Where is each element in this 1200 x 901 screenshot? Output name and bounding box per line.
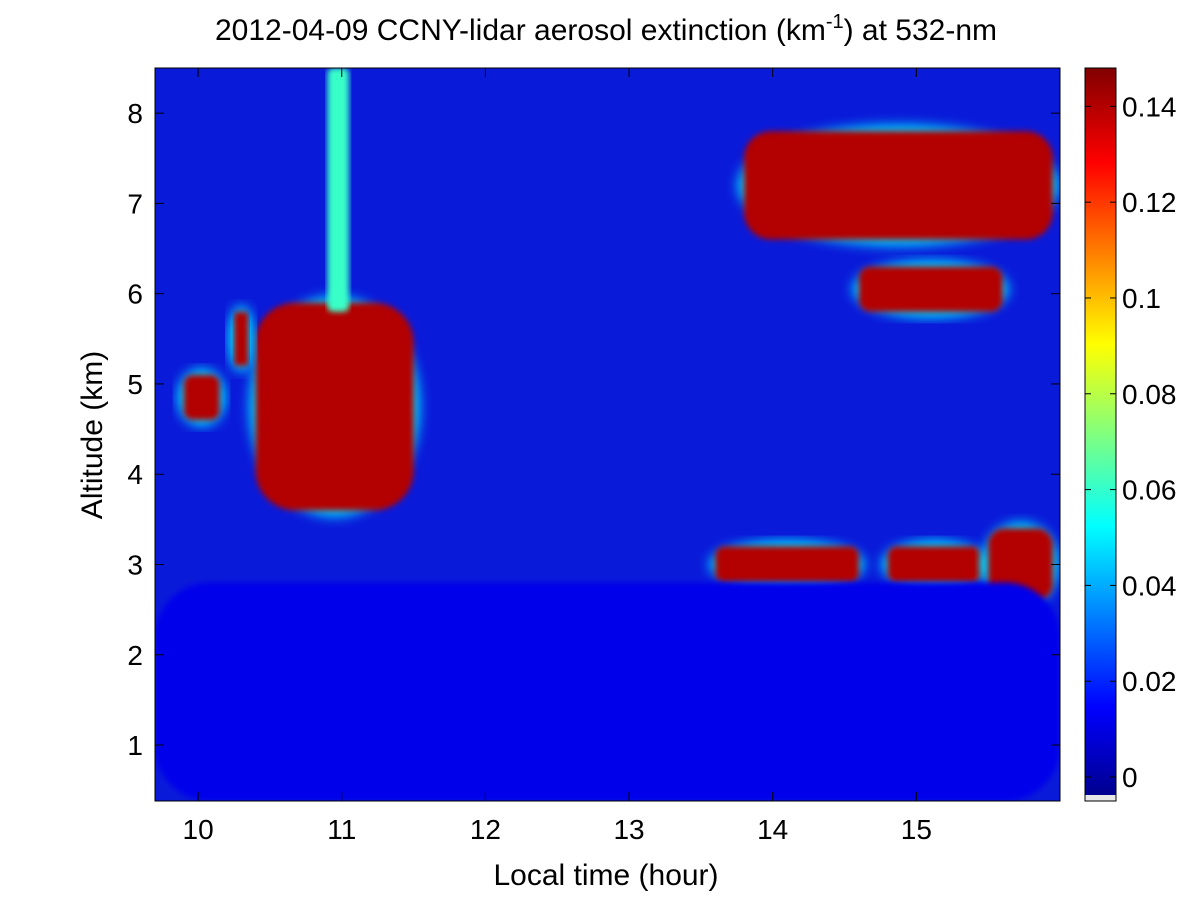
feature-core	[858, 266, 1003, 312]
colorbar-tick-label: 0.02	[1122, 666, 1177, 697]
feature-core	[183, 374, 220, 421]
y-axis: 1 2 3 4 5 6 7 8	[127, 98, 1060, 761]
y-tick-label: 5	[127, 369, 143, 400]
feature-plume-top	[228, 305, 255, 372]
colorbar-tick-label: 0.14	[1122, 91, 1177, 122]
colorbar-ticks: 0 0.02 0.04 0.06 0.08 0.1 0.12 0.14	[1085, 91, 1177, 793]
colorbar: 0 0.02 0.04 0.06 0.08 0.1 0.12 0.14	[1084, 67, 1177, 802]
x-tick-label: 11	[327, 814, 356, 845]
y-tick-label: 8	[127, 98, 143, 129]
feature-core	[155, 582, 1060, 801]
colorbar-tick-label: 0.1	[1122, 283, 1161, 314]
colorbar-underflow	[1085, 795, 1116, 801]
feature-plume	[249, 296, 420, 517]
y-tick-label: 6	[127, 279, 143, 310]
feature-core	[887, 546, 981, 583]
colorbar-tick-label: 0.06	[1122, 475, 1177, 506]
chart-title: 2012-04-09 CCNY-lidar aerosol extinction…	[215, 11, 997, 47]
feature-aerosol-boundary-layer	[155, 582, 1060, 801]
y-tick-label: 3	[127, 549, 143, 580]
feature-core	[715, 546, 859, 583]
x-axis: 10 11 12 13 14 15	[183, 68, 932, 845]
y-tick-label: 2	[127, 640, 143, 671]
data-features	[155, 68, 1060, 801]
feature-mid-layer	[852, 260, 1009, 318]
colorbar-frame	[1084, 67, 1117, 802]
x-tick-label: 10	[183, 814, 214, 845]
feature-core	[255, 302, 414, 511]
colorbar-tick-label: 0.12	[1122, 187, 1177, 218]
title-prefix: 2012-04-09 CCNY-lidar aerosol extinction…	[215, 14, 826, 47]
x-tick-label: 12	[470, 814, 501, 845]
feature-low-layer-2	[881, 540, 987, 589]
feature-core	[743, 131, 1053, 240]
colorbar-tick-label: 0.08	[1122, 379, 1177, 410]
x-tick-label: 13	[613, 814, 644, 845]
title-suffix: ) at 532-nm	[844, 14, 997, 47]
x-tick-label: 14	[757, 814, 788, 845]
feature-low-layer-1	[709, 540, 865, 589]
x-tick-label: 15	[901, 814, 932, 845]
colorbar-gradient	[1085, 68, 1116, 795]
colorbar-tick-label: 0.04	[1122, 570, 1177, 601]
feature-core	[234, 311, 249, 366]
title-superscript: -1	[826, 11, 844, 33]
x-axis-label: Local time (hour)	[493, 859, 718, 892]
feature-column	[327, 68, 349, 312]
feature-small-cloud	[177, 368, 226, 427]
plot-area	[155, 68, 1060, 801]
y-tick-label: 4	[127, 459, 143, 490]
y-tick-label: 7	[127, 188, 143, 219]
feature-high-layer	[737, 125, 1059, 246]
y-axis-label: Altitude (km)	[76, 351, 109, 519]
feature-core	[327, 68, 349, 312]
plot-frame	[154, 67, 1061, 802]
colorbar-tick-label: 0	[1122, 762, 1138, 793]
y-tick-label: 1	[127, 730, 143, 761]
